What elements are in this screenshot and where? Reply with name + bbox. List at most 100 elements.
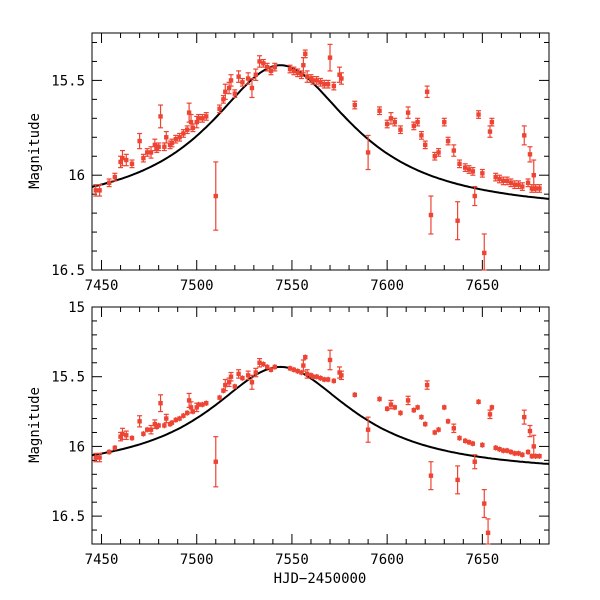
top-x-tick-label-7550: 7550 <box>275 278 309 294</box>
top-data-point <box>200 116 205 121</box>
bottom-data-points <box>93 349 542 545</box>
top-data-point <box>169 140 175 146</box>
top-data-point <box>118 159 123 165</box>
top-model-curve <box>91 64 550 200</box>
top-data-point <box>162 144 167 149</box>
top-panel-y-tick-labels: 15.5 16 16.5 <box>51 73 85 279</box>
bottom-data-point <box>522 414 527 420</box>
bottom-data-point <box>181 413 186 418</box>
top-data-point <box>352 102 357 108</box>
bottom-data-point <box>472 459 477 464</box>
top-data-point <box>388 116 394 121</box>
top-y-axis-title: Magnitude <box>27 113 43 189</box>
bottom-data-point <box>520 452 525 457</box>
bottom-data-point <box>451 426 456 431</box>
top-data-point <box>124 157 129 163</box>
top-data-point <box>291 68 297 74</box>
top-x-tick-label-7500: 7500 <box>180 278 214 294</box>
bottom-data-point <box>261 361 266 367</box>
bottom-data-point <box>392 405 397 410</box>
top-data-point <box>325 81 331 87</box>
top-data-points <box>93 43 542 271</box>
bottom-data-point <box>424 382 430 388</box>
top-data-point <box>520 184 525 189</box>
top-data-point <box>476 112 481 117</box>
bottom-data-point <box>188 405 194 410</box>
bottom-data-point <box>120 431 125 437</box>
bottom-data-point <box>194 405 199 410</box>
top-data-point <box>419 133 424 138</box>
top-data-point <box>196 116 201 121</box>
top-x-tick-label-7450: 7450 <box>85 278 119 294</box>
top-panel-ticks <box>92 33 549 271</box>
bottom-data-point <box>497 447 502 452</box>
bottom-data-point <box>466 440 472 445</box>
bottom-data-point <box>291 367 297 372</box>
bottom-data-point <box>245 373 251 378</box>
bottom-data-point <box>337 370 342 375</box>
top-data-point <box>537 186 542 191</box>
bottom-y-axis-title: Magnitude <box>27 387 43 463</box>
bottom-data-point <box>226 380 232 385</box>
top-data-point <box>493 174 498 180</box>
top-data-point <box>472 193 477 199</box>
bottom-data-point <box>173 417 178 423</box>
bottom-data-point <box>249 380 255 385</box>
bottom-data-point <box>295 368 300 374</box>
bottom-data-point <box>493 445 498 451</box>
bottom-data-point <box>314 374 319 379</box>
bottom-data-point <box>485 530 491 536</box>
bottom-data-point <box>93 455 99 460</box>
top-data-point <box>186 110 192 115</box>
top-data-point <box>423 142 428 148</box>
top-data-point <box>93 188 99 193</box>
top-data-point <box>497 176 502 182</box>
bottom-x-tick-label-7450: 7450 <box>85 552 119 568</box>
bottom-y-tick-label-16.5: 16.5 <box>51 509 85 525</box>
top-y-tick-label-16: 16 <box>68 168 85 184</box>
top-data-point <box>327 55 333 60</box>
top-data-point <box>512 182 517 187</box>
bottom-data-point <box>322 377 327 382</box>
top-data-point <box>226 85 232 91</box>
top-data-point <box>223 89 228 94</box>
top-data-point <box>522 133 527 138</box>
top-data-point <box>185 127 190 132</box>
top-data-point <box>287 66 293 72</box>
top-data-point <box>245 76 251 81</box>
top-data-point <box>405 110 411 115</box>
bottom-data-point <box>97 455 102 460</box>
bottom-data-point <box>352 392 357 398</box>
bottom-data-point <box>177 416 182 421</box>
bottom-data-point <box>200 402 205 407</box>
bottom-data-point <box>301 363 306 368</box>
top-panel-x-tick-labels: 7450 7500 7550 7600 7650 <box>85 278 500 294</box>
top-data-point <box>249 85 255 91</box>
top-data-point <box>303 51 308 57</box>
top-data-point <box>314 78 319 83</box>
top-data-point <box>457 161 462 167</box>
bottom-x-tick-label-7650: 7650 <box>465 552 499 568</box>
bottom-data-point <box>529 453 535 459</box>
bottom-data-point <box>531 444 536 449</box>
top-y-tick-label-16.5: 16.5 <box>51 263 85 279</box>
top-data-point <box>257 59 262 64</box>
bottom-x-tick-label-7500: 7500 <box>180 552 214 568</box>
top-data-point <box>480 171 485 176</box>
bottom-data-point <box>112 445 118 451</box>
top-data-point <box>177 135 182 140</box>
bottom-data-point <box>228 374 234 379</box>
bottom-data-point <box>388 402 394 407</box>
top-data-point <box>295 70 300 76</box>
top-data-point <box>442 119 447 125</box>
top-data-point <box>337 72 342 77</box>
bottom-data-point <box>508 449 514 455</box>
bottom-data-point <box>310 374 316 379</box>
bottom-panel-y-tick-labels: 15 15.5 16 16.5 <box>51 300 85 525</box>
top-data-point <box>213 193 218 199</box>
top-data-point <box>158 114 163 119</box>
top-data-point <box>516 182 521 187</box>
bottom-data-point <box>325 377 331 382</box>
top-data-point <box>377 108 382 113</box>
bottom-data-point <box>377 396 382 402</box>
